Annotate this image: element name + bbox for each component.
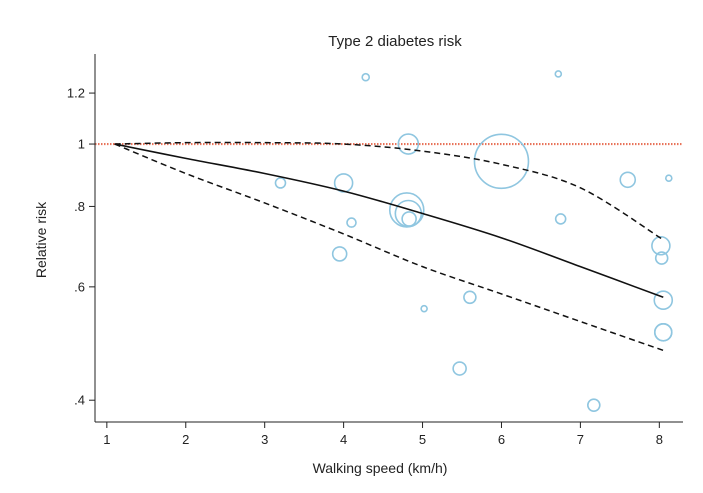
- y-axis-title: Relative risk: [33, 201, 49, 278]
- bubble-layer: [274, 70, 674, 412]
- data-bubble: [654, 251, 669, 265]
- axes: 1 2 3 4 5 6 7 8 .4 .6 .8 1 1.2: [67, 54, 683, 447]
- data-bubble: [653, 290, 674, 311]
- data-bubble: [397, 133, 420, 155]
- data-bubble: [361, 72, 371, 82]
- x-tick-label: 1: [103, 432, 110, 447]
- data-bubble: [554, 213, 567, 225]
- plot-area: [95, 70, 683, 412]
- data-bubble: [653, 322, 673, 342]
- data-bubble: [420, 304, 428, 313]
- y-tick-label: .6: [74, 279, 85, 294]
- x-axis-title: Walking speed (km/h): [313, 460, 448, 476]
- curve-layer: [114, 141, 664, 352]
- data-bubble: [331, 246, 348, 262]
- x-tick-label: 4: [340, 432, 347, 447]
- y-tick-label: .4: [74, 393, 85, 408]
- data-bubble: [619, 171, 637, 189]
- y-tick-label: 1.2: [67, 86, 85, 101]
- x-tick-label: 5: [419, 432, 426, 447]
- x-tick-label: 2: [182, 432, 189, 447]
- estimate-curve: [114, 143, 664, 299]
- data-bubble: [587, 398, 601, 412]
- x-tick-label: 8: [656, 432, 663, 447]
- data-bubble: [452, 361, 467, 376]
- data-bubble: [274, 177, 287, 189]
- data-bubble: [346, 217, 357, 228]
- lower-ci-curve: [114, 143, 664, 352]
- data-bubble: [463, 290, 477, 305]
- x-ticks: 1 2 3 4 5 6 7 8: [103, 422, 663, 447]
- y-tick-label: 1: [78, 137, 85, 152]
- x-tick-label: 7: [577, 432, 584, 447]
- upper-ci-curve: [114, 141, 664, 241]
- x-tick-label: 6: [498, 432, 505, 447]
- data-bubble: [651, 235, 671, 256]
- data-bubble: [401, 211, 417, 227]
- data-bubble: [554, 70, 563, 78]
- x-tick-label: 3: [261, 432, 268, 447]
- data-bubble: [664, 174, 673, 182]
- y-tick-label: .8: [74, 199, 85, 214]
- chart-title: Type 2 diabetes risk: [328, 33, 462, 50]
- y-ticks: .4 .6 .8 1 1.2: [67, 86, 95, 408]
- data-bubble: [394, 199, 423, 228]
- data-bubble: [473, 133, 530, 190]
- data-bubble: [333, 173, 354, 193]
